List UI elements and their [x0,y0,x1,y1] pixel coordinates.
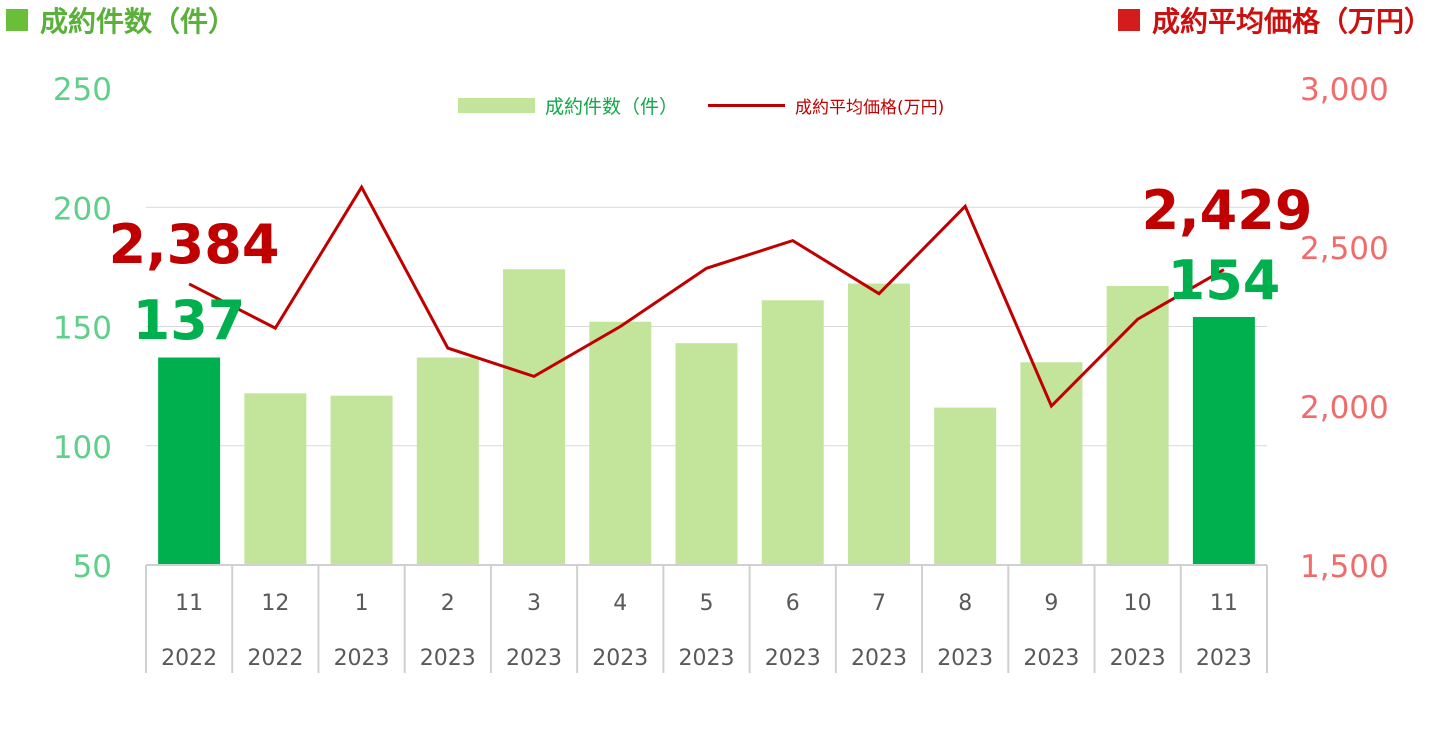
legend-bar-label: 成約件数（件） [545,95,679,118]
x-tick-year: 2023 [1110,646,1166,671]
right-axis-tick: 2,500 [1300,231,1389,267]
x-tick-month: 11 [175,591,203,616]
green-square-icon [6,9,28,31]
x-tick-month: 2 [441,591,455,616]
callout-first-price: 2,384 [109,213,280,276]
bar [416,357,479,565]
bar [589,321,652,565]
bar [330,395,393,565]
red-square-icon [1117,9,1140,31]
bar [761,300,824,565]
x-tick-year: 2023 [420,646,476,671]
right-axis-title-text: 成約平均価格（万円） [1151,5,1432,38]
callout-last-price: 2,429 [1142,179,1313,242]
callout-last-count: 154 [1168,249,1281,312]
x-tick-year: 2023 [506,646,562,671]
bar [158,357,221,565]
x-tick-month: 4 [613,591,627,616]
left-axis-tick: 200 [53,191,112,227]
left-axis-title-text: 成約件数（件） [40,5,237,38]
left-axis-title: 成約件数（件） [6,0,236,40]
x-tick-month: 3 [527,591,541,616]
right-axis-tick: 1,500 [1300,549,1389,585]
price-line [188,184,1225,409]
left-axis-tick: 250 [53,72,112,108]
bar [675,343,738,565]
left-axis-tick: 150 [53,311,112,347]
legend-bar-swatch [458,97,535,113]
x-tick-year: 2023 [334,646,390,671]
x-tick-month: 11 [1210,591,1238,616]
callout-first-count: 137 [133,289,246,352]
bar [1192,316,1255,565]
bar [1020,362,1083,565]
left-axis-tick: 100 [53,430,112,466]
x-tick-year: 2023 [851,646,907,671]
x-tick-month: 9 [1044,591,1058,616]
x-tick-year: 2023 [1023,646,1079,671]
right-axis-tick: 3,000 [1300,72,1389,108]
bar [503,269,566,565]
x-tick-month: 7 [872,591,886,616]
bar [934,407,997,565]
bar [244,393,307,565]
x-tick-year: 2023 [679,646,735,671]
x-tick-year: 2022 [161,646,217,671]
x-tick-month: 5 [700,591,714,616]
x-tick-year: 2023 [765,646,821,671]
bar [1106,285,1169,565]
x-tick-year: 2023 [592,646,648,671]
left-axis-tick: 50 [73,549,112,585]
bar [847,283,910,565]
x-tick-year: 2023 [1196,646,1252,671]
right-axis-tick: 2,000 [1300,390,1389,426]
x-tick-month: 12 [261,591,289,616]
x-tick-year: 2022 [247,646,303,671]
x-tick-month: 1 [355,591,369,616]
right-axis-title: 成約平均価格（万円） [1117,0,1432,40]
x-tick-month: 10 [1124,591,1152,616]
chart-legend: 成約件数（件） 成約平均価格(万円) [458,90,944,120]
x-tick-year: 2023 [937,646,993,671]
legend-line-label: 成約平均価格(万円) [795,97,945,118]
x-tick-month: 6 [786,591,800,616]
x-tick-month: 8 [958,591,972,616]
legend-line-swatch [708,103,786,107]
